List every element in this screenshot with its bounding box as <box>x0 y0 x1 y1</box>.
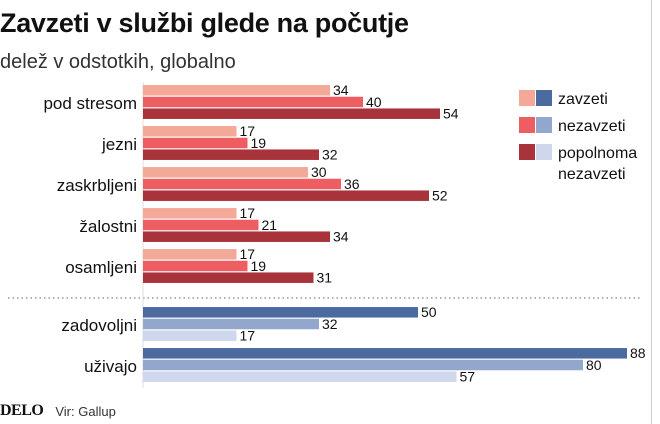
legend-label-zavzeti: zavzeti <box>558 91 608 108</box>
category-label-zaskrbljeni: zaskrbljeni <box>57 176 137 195</box>
publisher-logo: DELO <box>0 402 44 419</box>
value-label-pod-stresom-popolnoma-nezavzeti: 54 <box>443 105 459 121</box>
footer: DELO Vir: Gallup <box>0 401 116 421</box>
bar-zalostni-popolnoma-nezavzeti <box>143 231 330 242</box>
bar-zaskrbljeni-zavzeti <box>143 167 308 178</box>
bar-uzivajo-zavzeti <box>143 348 627 359</box>
bar-jezni-nezavzeti <box>143 137 248 149</box>
category-label-uzivajo: uživajo <box>84 357 137 376</box>
bar-pod-stresom-zavzeti <box>143 85 330 96</box>
bar-uzivajo-nezavzeti <box>143 359 583 371</box>
category-label-zadovoljni: zadovoljni <box>61 316 137 335</box>
legend-label-popolnoma-nezavzeti-line-1: popolnoma <box>558 145 637 162</box>
legend-swatch-zavzeti-warm <box>519 90 535 106</box>
bar-jezni-zavzeti <box>143 126 237 137</box>
legend-swatch-popolnoma-nezavzeti-warm <box>519 144 535 160</box>
bar-zadovoljni-nezavzeti <box>143 318 319 330</box>
bar-zaskrbljeni-popolnoma-nezavzeti <box>143 190 429 201</box>
value-label-uzivajo-nezavzeti: 80 <box>586 357 602 373</box>
value-label-zaskrbljeni-popolnoma-nezavzeti: 52 <box>432 187 448 203</box>
value-label-zalostni-zavzeti: 17 <box>240 205 256 221</box>
category-label-zalostni: žalostni <box>79 217 137 236</box>
bar-zadovoljni-zavzeti <box>143 307 418 318</box>
bar-osamljeni-nezavzeti <box>143 260 248 272</box>
category-label-osamljeni: osamljeni <box>65 258 137 277</box>
value-label-jezni-popolnoma-nezavzeti: 32 <box>322 146 338 162</box>
legend-swatch-popolnoma-nezavzeti-cool <box>536 144 552 160</box>
bar-pod-stresom-nezavzeti <box>143 96 363 108</box>
chart-title: Zavzeti v službi glede na počutje <box>0 8 409 38</box>
value-label-osamljeni-zavzeti: 17 <box>240 246 256 262</box>
value-label-osamljeni-popolnoma-nezavzeti: 31 <box>317 269 333 285</box>
value-label-zadovoljni-zavzeti: 50 <box>421 304 437 320</box>
bar-jezni-popolnoma-nezavzeti <box>143 149 319 160</box>
category-label-jezni: jezni <box>101 135 137 154</box>
value-label-zaskrbljeni-zavzeti: 30 <box>311 164 327 180</box>
value-label-jezni-nezavzeti: 19 <box>251 135 267 151</box>
source-note: Vir: Gallup <box>55 403 116 419</box>
value-label-zadovoljni-nezavzeti: 32 <box>322 316 338 332</box>
bar-osamljeni-zavzeti <box>143 249 237 260</box>
legend-label-popolnoma-nezavzeti-line-2: nezavzeti <box>558 166 626 183</box>
legend-label-nezavzeti: nezavzeti <box>558 118 626 135</box>
legend-swatch-zavzeti-cool <box>536 90 552 106</box>
right-border <box>651 0 652 424</box>
value-label-uzivajo-popolnoma-nezavzeti: 57 <box>460 368 476 384</box>
bar-zaskrbljeni-nezavzeti <box>143 178 341 190</box>
value-label-osamljeni-nezavzeti: 19 <box>251 258 267 274</box>
chart-subtitle: delež v odstotkih, globalno <box>0 51 236 73</box>
value-label-jezni-zavzeti: 17 <box>240 123 256 139</box>
value-label-zadovoljni-popolnoma-nezavzeti: 17 <box>240 327 256 343</box>
bar-zalostni-nezavzeti <box>143 219 259 231</box>
bar-pod-stresom-popolnoma-nezavzeti <box>143 108 440 119</box>
value-label-zaskrbljeni-nezavzeti: 36 <box>344 176 360 192</box>
value-label-pod-stresom-zavzeti: 34 <box>333 82 349 98</box>
bar-zadovoljni-popolnoma-nezavzeti <box>143 330 237 341</box>
bar-uzivajo-popolnoma-nezavzeti <box>143 371 457 382</box>
bar-zalostni-zavzeti <box>143 208 237 219</box>
legend-swatch-nezavzeti-warm <box>519 117 535 133</box>
legend-swatch-nezavzeti-cool <box>536 117 552 133</box>
value-label-pod-stresom-nezavzeti: 40 <box>366 94 382 110</box>
bar-osamljeni-popolnoma-nezavzeti <box>143 272 314 283</box>
value-label-zalostni-nezavzeti: 21 <box>262 217 278 233</box>
category-label-pod-stresom: pod stresom <box>43 94 137 113</box>
value-label-uzivajo-zavzeti: 88 <box>630 345 646 361</box>
value-label-zalostni-popolnoma-nezavzeti: 34 <box>333 228 349 244</box>
